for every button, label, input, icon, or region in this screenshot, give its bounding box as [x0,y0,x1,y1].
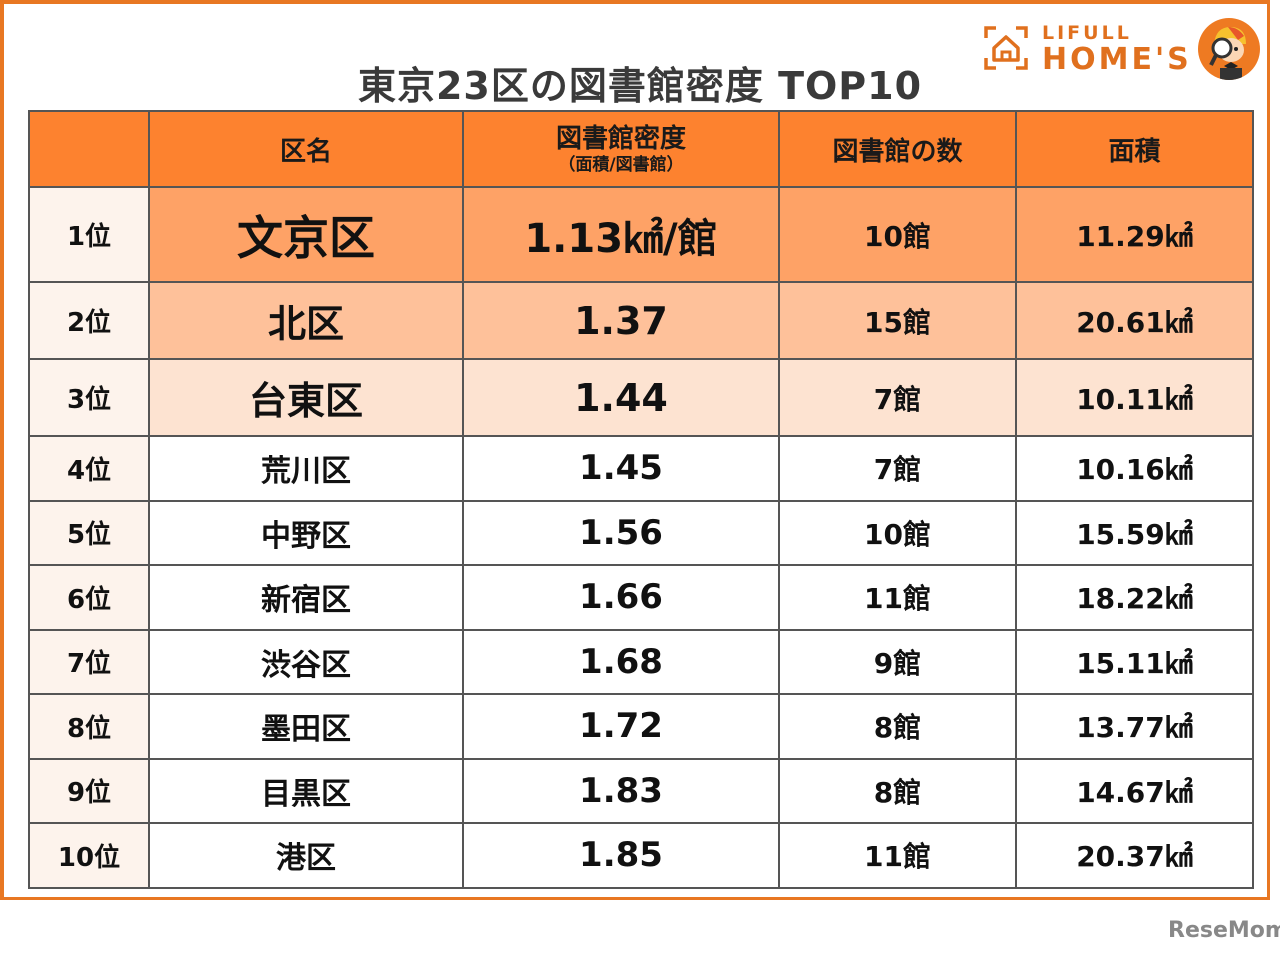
area-cell: 10.16㎢ [1015,435,1254,502]
table-row: 3位 台東区 1.44 7館 10.11㎢ [28,358,1254,437]
density-cell: 1.66 [462,564,780,631]
ward-cell: 北区 [148,281,464,360]
rank-cell: 10位 [28,822,150,889]
area-cell: 14.67㎢ [1015,757,1254,824]
table-row: 7位 渋谷区 1.68 9館 15.11㎢ [28,628,1254,695]
ward-cell: 荒川区 [148,435,464,502]
rank-cell: 1位 [28,186,150,283]
count-cell: 11館 [778,822,1017,889]
count-cell: 7館 [778,435,1017,502]
library-density-table: 区名 図書館密度 （面積/図書館） 図書館の数 面積 1位 文京区 1.13㎢/… [28,110,1254,889]
area-cell: 10.11㎢ [1015,358,1254,437]
area-cell: 13.77㎢ [1015,693,1254,760]
density-cell: 1.83 [462,757,780,824]
count-cell: 9館 [778,628,1017,695]
table-row: 2位 北区 1.37 15館 20.61㎢ [28,281,1254,360]
rank-cell: 3位 [28,358,150,437]
count-cell: 8館 [778,693,1017,760]
header-count: 図書館の数 [778,110,1017,188]
density-cell: 1.44 [462,358,780,437]
rank-cell: 6位 [28,564,150,631]
density-cell: 1.45 [462,435,780,502]
header-ward: 区名 [148,110,464,188]
ward-cell: 目黒区 [148,757,464,824]
ward-cell: 港区 [148,822,464,889]
logo-homes-text: HOME'S [1042,42,1192,77]
table-header-row: 区名 図書館密度 （面積/図書館） 図書館の数 面積 [28,110,1254,188]
rank-cell: 8位 [28,693,150,760]
density-cell: 1.56 [462,499,780,566]
area-cell: 18.22㎢ [1015,564,1254,631]
ward-cell: 中野区 [148,499,464,566]
lifull-homes-logo: LIFULL HOME'S [980,18,1260,84]
table-row: 8位 墨田区 1.72 8館 13.77㎢ [28,693,1254,760]
rank-cell: 7位 [28,628,150,695]
header-density-label: 図書館密度 [555,124,686,154]
count-cell: 10館 [778,186,1017,283]
ward-cell: 新宿区 [148,564,464,631]
table-row: 5位 中野区 1.56 10館 15.59㎢ [28,499,1254,566]
ward-cell: 文京区 [148,186,464,283]
logo-lifull-text: LIFULL [1042,22,1132,44]
count-cell: 8館 [778,757,1017,824]
mascot-magnifier-icon [1198,18,1260,80]
area-cell: 11.29㎢ [1015,186,1254,283]
density-cell: 1.68 [462,628,780,695]
count-cell: 7館 [778,358,1017,437]
table-row: 10位 港区 1.85 11館 20.37㎢ [28,822,1254,889]
table-row: 4位 荒川区 1.45 7館 10.16㎢ [28,435,1254,502]
area-cell: 20.37㎢ [1015,822,1254,889]
resemom-watermark: ReseMom. [1168,918,1280,943]
house-bracket-icon [984,26,1028,70]
header-density: 図書館密度 （面積/図書館） [462,110,780,188]
density-cell: 1.85 [462,822,780,889]
density-cell: 1.72 [462,693,780,760]
header-density-sub: （面積/図書館） [558,155,684,175]
count-cell: 10館 [778,499,1017,566]
table-row: 6位 新宿区 1.66 11館 18.22㎢ [28,564,1254,631]
rank-cell: 9位 [28,757,150,824]
area-cell: 15.11㎢ [1015,628,1254,695]
ward-cell: 渋谷区 [148,628,464,695]
table-row: 1位 文京区 1.13㎢/館 10館 11.29㎢ [28,186,1254,283]
density-cell: 1.37 [462,281,780,360]
orange-frame [0,0,1270,900]
count-cell: 11館 [778,564,1017,631]
header-rank [28,110,150,188]
density-cell: 1.13㎢/館 [462,186,780,283]
area-cell: 20.61㎢ [1015,281,1254,360]
page-title: 東京23区の図書館密度 TOP10 [357,64,923,108]
table-row: 9位 目黒区 1.83 8館 14.67㎢ [28,757,1254,824]
header-area: 面積 [1015,110,1254,188]
rank-cell: 4位 [28,435,150,502]
rank-cell: 2位 [28,281,150,360]
area-cell: 15.59㎢ [1015,499,1254,566]
count-cell: 15館 [778,281,1017,360]
ward-cell: 墨田区 [148,693,464,760]
rank-cell: 5位 [28,499,150,566]
ward-cell: 台東区 [148,358,464,437]
